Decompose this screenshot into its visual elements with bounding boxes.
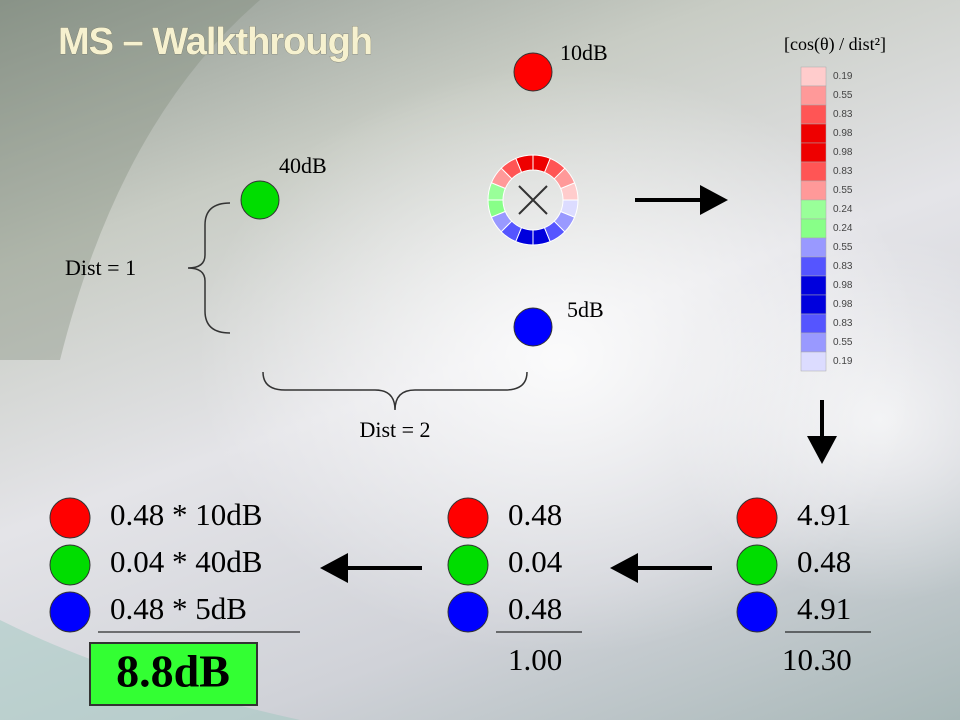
colorbar-cell: [800, 85, 827, 106]
arrow: [807, 400, 837, 464]
result: 8.8dB: [116, 646, 230, 697]
source-label: 40dB: [279, 153, 327, 178]
colorbar-cell: [800, 294, 827, 315]
row-circle: [49, 544, 91, 586]
source-circle: [513, 52, 553, 92]
colorbar-header: [cos(θ) / dist²]: [784, 34, 886, 55]
ring-segment: [560, 199, 579, 218]
arrow-head: [610, 553, 638, 583]
row-value: 0.48: [508, 591, 562, 626]
arrow: [320, 553, 422, 583]
colorbar-label: 0.83: [833, 166, 853, 177]
colorbar-cell: [800, 218, 827, 239]
cross: [518, 185, 548, 215]
source-label: 5dB: [567, 297, 604, 322]
row-value: 0.48 * 10dB: [110, 497, 262, 532]
colorbar-label: 0.98: [833, 280, 853, 291]
dist-label: Dist = 1: [65, 255, 136, 280]
title: MS – Walkthrough: [58, 21, 372, 63]
result-box: [89, 642, 258, 706]
row-circle: [736, 544, 778, 586]
dist-label: Dist = 2: [359, 417, 430, 442]
colorbar-cell: [800, 161, 827, 182]
colorbar-label: 0.24: [833, 223, 853, 234]
colorbar-label: 0.83: [833, 109, 853, 120]
arrow-head: [807, 436, 837, 464]
row-circle: [447, 544, 489, 586]
colorbar-label: 0.19: [833, 71, 853, 82]
source-circle: [240, 180, 280, 220]
colorbar-label: 0.55: [833, 185, 853, 196]
row-value: 4.91: [797, 591, 851, 626]
total: 10.30: [782, 642, 852, 677]
bg-shape: [0, 620, 300, 720]
row-value: 0.48 * 5dB: [110, 591, 247, 626]
total: 1.00: [508, 642, 562, 677]
colorbar-label: 0.24: [833, 204, 853, 215]
colorbar-cell: [800, 237, 827, 258]
row-value: 0.04: [508, 544, 563, 579]
bg-shape: [0, 0, 260, 360]
colorbar: 0.19 0.55 0.83 0.98 0.98 0.83 0.55 0.24 0.24 0.55…: [800, 66, 853, 372]
row-circle: [49, 497, 91, 539]
arrow-head: [700, 185, 728, 215]
ring: [487, 154, 579, 246]
row-circle: [447, 497, 489, 539]
colorbar-label: 0.55: [833, 337, 853, 348]
row-value: 0.48: [797, 544, 851, 579]
brace: [187, 202, 231, 334]
colorbar-label: 0.98: [833, 128, 853, 139]
row-circle: [447, 591, 489, 633]
arrow: [635, 185, 728, 215]
colorbar-label: 0.19: [833, 356, 853, 367]
colorbar-cell: [800, 123, 827, 144]
colorbar-label: 0.83: [833, 261, 853, 272]
row-value: 0.04 * 40dB: [110, 544, 262, 579]
row-circle: [736, 497, 778, 539]
colorbar-cell: [800, 142, 827, 163]
source-label: 10dB: [560, 40, 608, 65]
steps: 4.91 0.48 4.91 10.30 0.48 0.04 0.48 1.00 0.48 * …: [49, 497, 871, 697]
source-circle: [513, 307, 553, 347]
colorbar-cell: [800, 199, 827, 220]
row-circle: [49, 591, 91, 633]
colorbar-cell: [800, 66, 827, 87]
colorbar-cell: [800, 332, 827, 353]
colorbar-label: 0.98: [833, 299, 853, 310]
colorbar-label: 0.55: [833, 90, 853, 101]
arrow: [610, 553, 712, 583]
brace: [262, 371, 528, 411]
colorbar-label: 0.98: [833, 147, 853, 158]
colorbar-cell: [800, 256, 827, 277]
colorbar-label: 0.83: [833, 318, 853, 329]
colorbar-cell: [800, 351, 827, 372]
row-circle: [736, 591, 778, 633]
row-value: 0.48: [508, 497, 562, 532]
arrow-head: [320, 553, 348, 583]
row-value: 4.91: [797, 497, 851, 532]
colorbar-cell: [800, 275, 827, 296]
colorbar-cell: [800, 104, 827, 125]
colorbar-label: 0.55: [833, 242, 853, 253]
colorbar-cell: [800, 313, 827, 334]
colorbar-cell: [800, 180, 827, 201]
